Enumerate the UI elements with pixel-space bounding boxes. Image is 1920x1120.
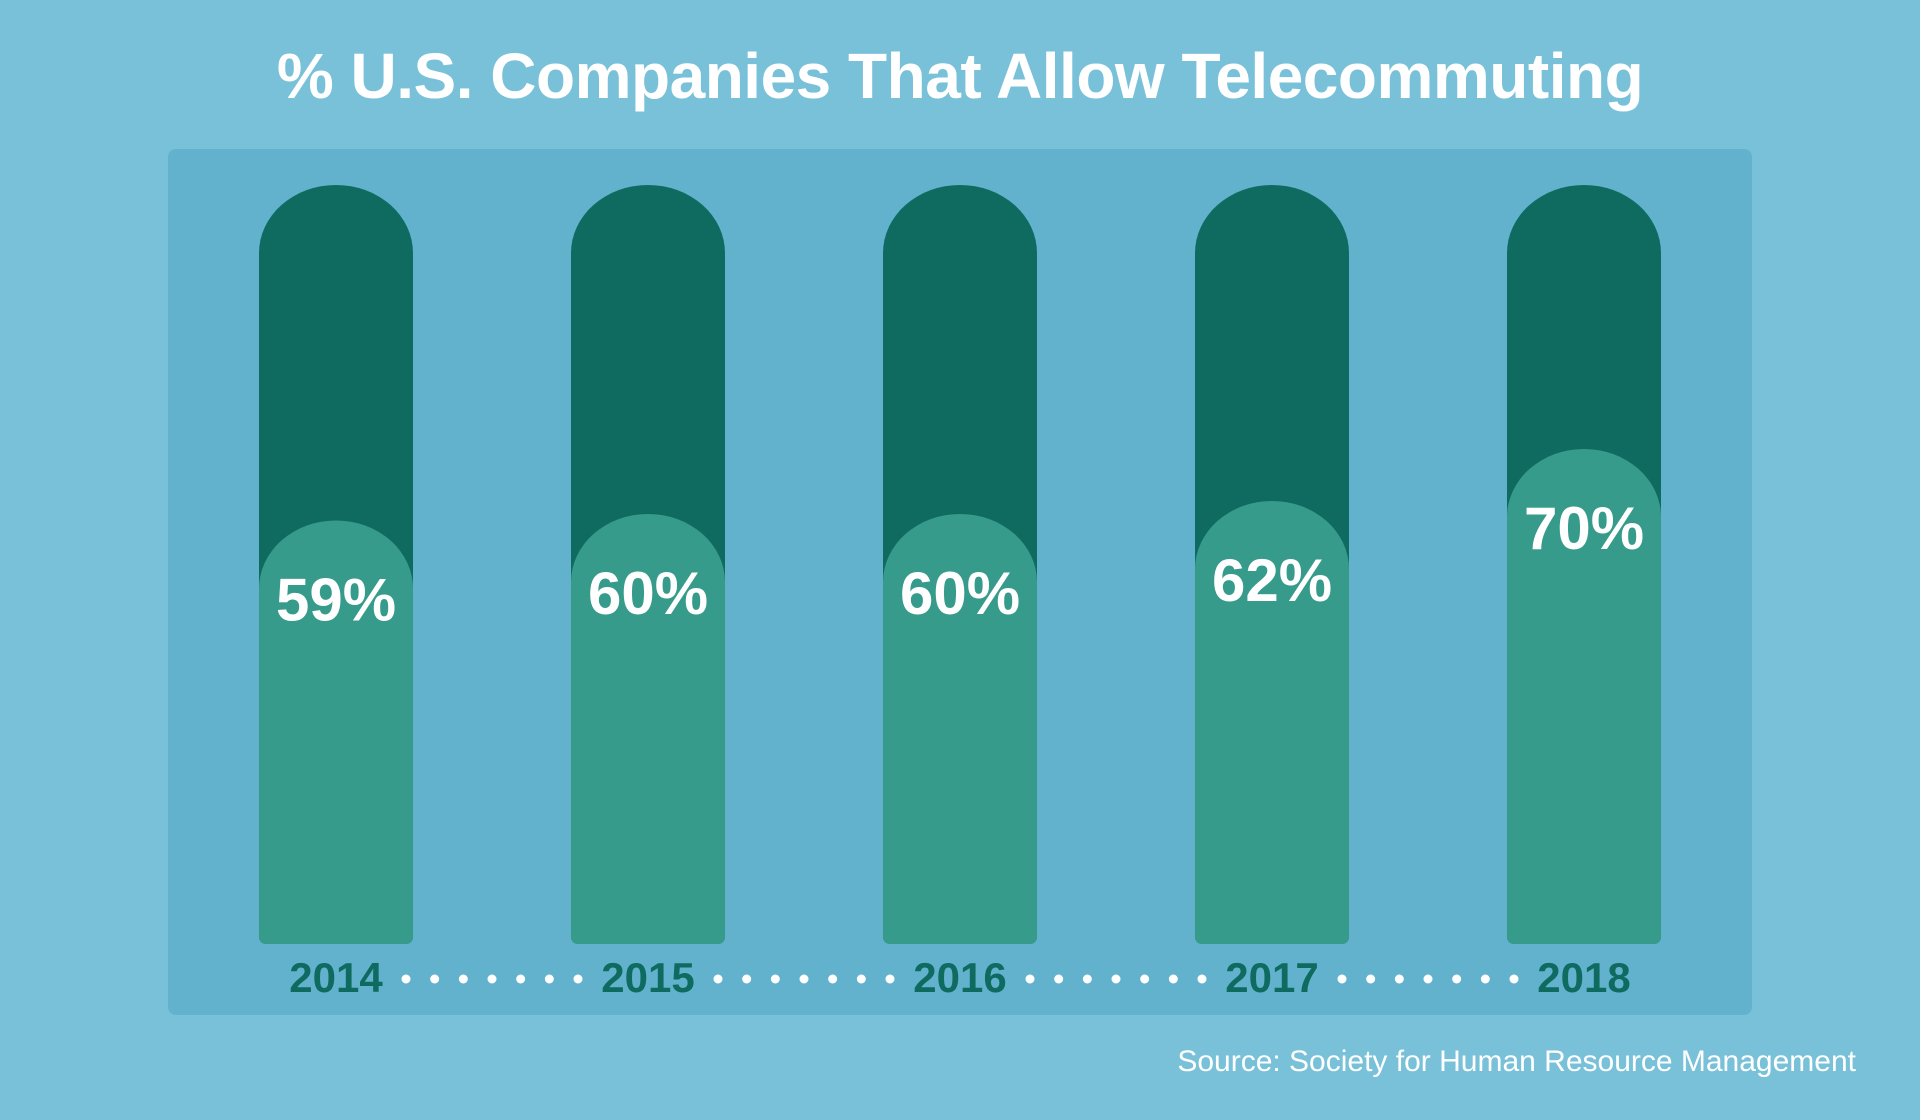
separator-dot [1480,974,1490,984]
category-label-2015: 2015 [601,954,694,1001]
separator-dot [1366,974,1376,984]
separator-dot [1509,974,1519,984]
separator-dot [1111,974,1121,984]
separator-dot [1423,974,1433,984]
separator-dot [573,974,583,984]
chart-panel: 59% 2014 60% 2015 60% 2016 62% 2017 70% 2018 [168,149,1752,1015]
bar-2016 [883,514,1037,944]
separator-dot [1452,974,1462,984]
separator-dot [799,974,809,984]
separator-dot [516,974,526,984]
category-label-2017: 2017 [1225,954,1318,1001]
separator-dot [1054,974,1064,984]
value-label-2016: 60% [900,560,1020,627]
separator-dot [430,974,440,984]
bar-2014 [259,520,413,944]
separator-dot [828,974,838,984]
separator-dot [1337,974,1347,984]
value-label-2015: 60% [588,560,708,627]
separator-dot [1082,974,1092,984]
separator-dot [1025,974,1035,984]
chart-title: % U.S. Companies That Allow Telecommutin… [276,40,1644,112]
category-label-2016: 2016 [913,954,1006,1001]
separator-dot [1394,974,1404,984]
category-label-2014: 2014 [289,954,383,1001]
category-label-2018: 2018 [1537,954,1630,1001]
separator-dot [458,974,468,984]
separator-dot [487,974,497,984]
bar-chart: 59% 2014 60% 2015 60% 2016 62% 2017 70% 2018 [259,185,1661,1001]
separator-dot [1197,974,1207,984]
source-note: Source: Society for Human Resource Manag… [1177,1045,1856,1078]
bar-2015 [571,514,725,944]
separator-dot [713,974,723,984]
value-label-2017: 62% [1212,547,1332,614]
value-label-2014: 59% [276,567,396,634]
separator-dot [770,974,780,984]
value-label-2018: 70% [1524,495,1644,562]
separator-dot [856,974,866,984]
separator-dot [544,974,554,984]
separator-dot [1140,974,1150,984]
separator-dot [885,974,895,984]
separator-dot [401,974,411,984]
bar-2018 [1507,449,1661,944]
bar-2017 [1195,501,1349,944]
separator-dot [742,974,752,984]
separator-dot [1168,974,1178,984]
